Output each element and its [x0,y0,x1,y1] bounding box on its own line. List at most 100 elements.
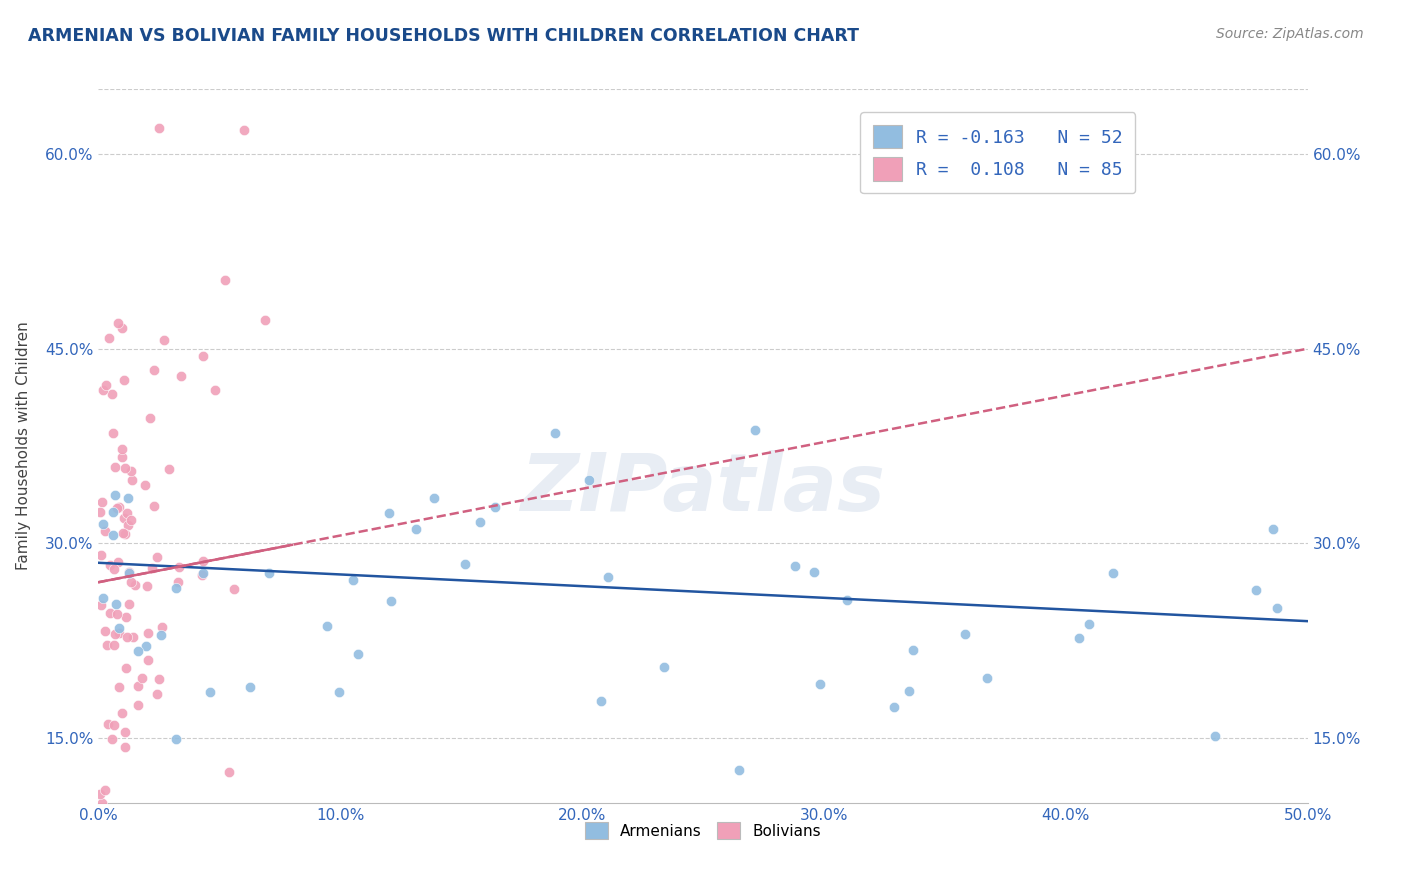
Point [744,424,766,438]
Point [468,515,491,529]
Text: ARMENIAN VS BOLIVIAN FAMILY HOUSEHOLDS WITH CHILDREN CORRELATION CHART: ARMENIAN VS BOLIVIAN FAMILY HOUSEHOLDS W… [28,27,859,45]
Point [107,500,129,514]
Point [191,566,214,581]
Point [120,575,142,590]
Point [652,659,675,673]
Point [97,330,120,344]
Point [118,566,141,581]
Point [105,500,128,515]
Point [897,683,920,698]
Point [127,698,149,713]
Point [544,426,567,441]
Point [101,528,124,542]
Point [239,680,262,694]
Point [1069,631,1091,645]
Text: ZIPatlas: ZIPatlas [520,450,886,528]
Point [165,731,187,746]
Point [114,725,136,739]
Point [204,384,226,398]
Point [93,517,115,532]
Point [90,796,112,810]
Point [117,491,139,505]
Point [883,699,905,714]
Point [405,522,427,536]
Point [96,378,118,392]
Point [112,373,135,387]
Point [728,763,751,777]
Point [347,647,370,661]
Point [117,630,139,644]
Point [169,369,191,384]
Point [101,505,124,519]
Point [108,626,131,640]
Point [90,548,112,562]
Point [93,624,115,639]
Point [101,387,124,401]
Point [127,643,149,657]
Point [141,560,163,574]
Point [1078,616,1101,631]
Point [146,549,169,564]
Point [115,506,138,520]
Point [953,626,976,640]
Point [91,591,114,605]
Point [976,671,998,685]
Point [93,524,115,538]
Point [134,477,156,491]
Point [1204,729,1226,743]
Point [342,573,364,587]
Point [114,461,136,475]
Point [218,765,240,780]
Point [191,349,214,363]
Point [808,677,831,691]
Point [591,694,613,708]
Point [97,717,120,731]
Point [117,566,139,580]
Point [150,628,173,642]
Point [115,661,138,675]
Point [90,495,112,509]
Point [120,463,142,477]
Y-axis label: Family Households with Children: Family Households with Children [17,322,31,570]
Point [104,488,127,502]
Point [198,685,221,699]
Text: Source: ZipAtlas.com: Source: ZipAtlas.com [1216,27,1364,41]
Point [135,639,157,653]
Point [190,567,212,582]
Point [598,570,620,584]
Point [114,739,136,754]
Point [96,638,118,652]
Point [121,474,143,488]
Point [146,687,169,701]
Point [191,554,214,568]
Point [143,499,166,513]
Point [98,606,121,620]
Point [222,582,245,596]
Point [257,566,280,581]
Point [166,575,188,590]
Point [136,626,159,640]
Point [157,462,180,476]
Point [107,316,129,330]
Point [98,558,121,573]
Point [138,653,160,667]
Point [111,320,134,334]
Point [803,566,825,580]
Point [103,718,125,732]
Point [104,460,127,475]
Point [103,562,125,576]
Point [131,671,153,685]
Point [837,593,859,607]
Point [380,593,402,607]
Point [127,680,149,694]
Point [233,123,256,137]
Point [165,582,187,596]
Point [1244,582,1267,597]
Point [94,783,117,797]
Point [117,517,139,532]
Legend: Armenians, Bolivians: Armenians, Bolivians [579,816,827,845]
Point [118,597,141,611]
Point [107,555,129,569]
Point [90,598,112,612]
Point [214,273,236,287]
